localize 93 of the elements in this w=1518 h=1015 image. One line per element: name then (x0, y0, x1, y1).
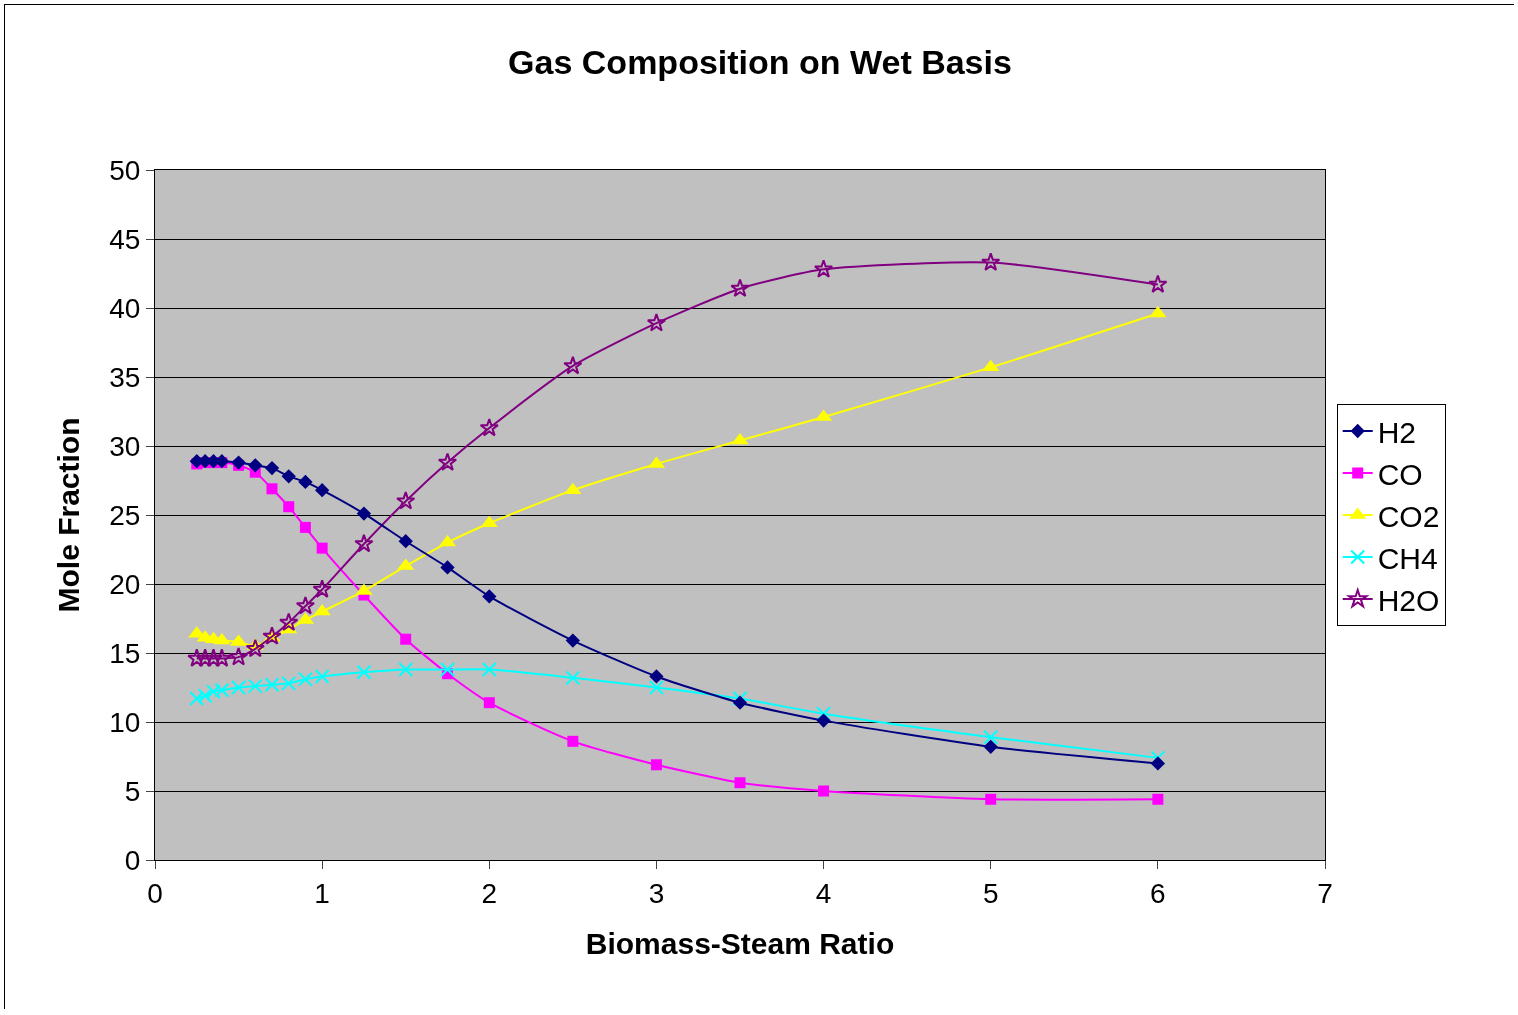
point (356, 664, 372, 680)
y-tick-label: 5 (124, 775, 141, 807)
point (356, 506, 372, 521)
point (732, 695, 748, 710)
point (982, 359, 1000, 372)
point (1148, 274, 1168, 293)
point (650, 759, 662, 771)
x-axis-title: Biomass-Steam Ratio (585, 927, 895, 961)
point (818, 785, 830, 797)
point (734, 777, 746, 789)
point (816, 706, 832, 722)
y-tick-label: 35 (109, 361, 141, 393)
point (312, 579, 332, 598)
point (189, 691, 205, 707)
point (480, 515, 498, 528)
y-tick-label: 0 (124, 844, 141, 876)
point (648, 680, 664, 695)
point (1150, 756, 1166, 771)
y-tick-label: 15 (109, 637, 141, 669)
point (299, 521, 311, 533)
point (398, 534, 413, 549)
point (731, 432, 749, 445)
point (440, 662, 455, 678)
legend-label: CH4 (1377, 541, 1438, 575)
y-tick-label: 40 (109, 292, 141, 324)
legend-label: H2O (1377, 583, 1440, 617)
point (563, 355, 583, 375)
point (396, 491, 416, 510)
x-tick-label: 1 (314, 877, 330, 909)
point (316, 542, 328, 554)
point (565, 633, 581, 648)
legend-label: H2 (1377, 415, 1417, 449)
x-tick-label: 2 (481, 877, 498, 909)
x-tick-label: 0 (147, 877, 163, 909)
point (212, 648, 232, 667)
point (398, 662, 414, 678)
point (262, 626, 282, 645)
y-axis-title: Mole Fraction (52, 417, 86, 613)
point (295, 595, 316, 615)
x-tick-label: 6 (1150, 877, 1166, 909)
point (283, 501, 295, 513)
point (565, 670, 581, 686)
point (297, 671, 313, 687)
point (248, 458, 263, 473)
point (985, 793, 997, 805)
point (314, 668, 330, 684)
point (816, 713, 831, 728)
point (197, 688, 213, 704)
point (730, 278, 750, 298)
point (440, 560, 455, 575)
point (1152, 793, 1164, 805)
legend-label: CO2 (1377, 499, 1440, 533)
point (1150, 750, 1166, 766)
x-tick-label: 4 (815, 877, 832, 909)
point (479, 417, 499, 437)
point (400, 633, 412, 645)
point (214, 682, 230, 698)
point (231, 455, 246, 470)
y-tick-label: 10 (109, 706, 141, 738)
point (187, 648, 207, 667)
y-tick-label: 50 (109, 154, 141, 186)
x-tick-label: 5 (982, 877, 999, 909)
y-tick-label: 30 (109, 430, 141, 462)
point (649, 669, 664, 684)
x-tick-label: 3 (648, 877, 665, 909)
point (482, 589, 497, 604)
x-tick-label: 7 (1317, 877, 1333, 909)
point (203, 648, 224, 667)
y-tick-label: 45 (109, 223, 141, 255)
point (481, 662, 497, 678)
y-tick-label: 20 (109, 568, 141, 600)
point (437, 452, 458, 471)
point (983, 739, 998, 754)
point (206, 684, 221, 700)
point (195, 648, 215, 667)
point (646, 313, 667, 332)
point (813, 259, 834, 278)
point (281, 469, 296, 484)
point (228, 647, 249, 666)
point (266, 483, 278, 495)
point (298, 474, 313, 490)
point (983, 729, 999, 745)
point (245, 638, 265, 658)
point (483, 697, 495, 709)
chart-title: Gas Composition on Wet Basis (508, 43, 1012, 82)
point (264, 460, 280, 476)
point (279, 612, 299, 631)
point (981, 252, 1001, 271)
y-tick-label: 25 (109, 499, 141, 531)
point (354, 533, 374, 553)
legend-label: CO (1377, 457, 1423, 491)
point (314, 483, 330, 498)
point (567, 735, 579, 747)
